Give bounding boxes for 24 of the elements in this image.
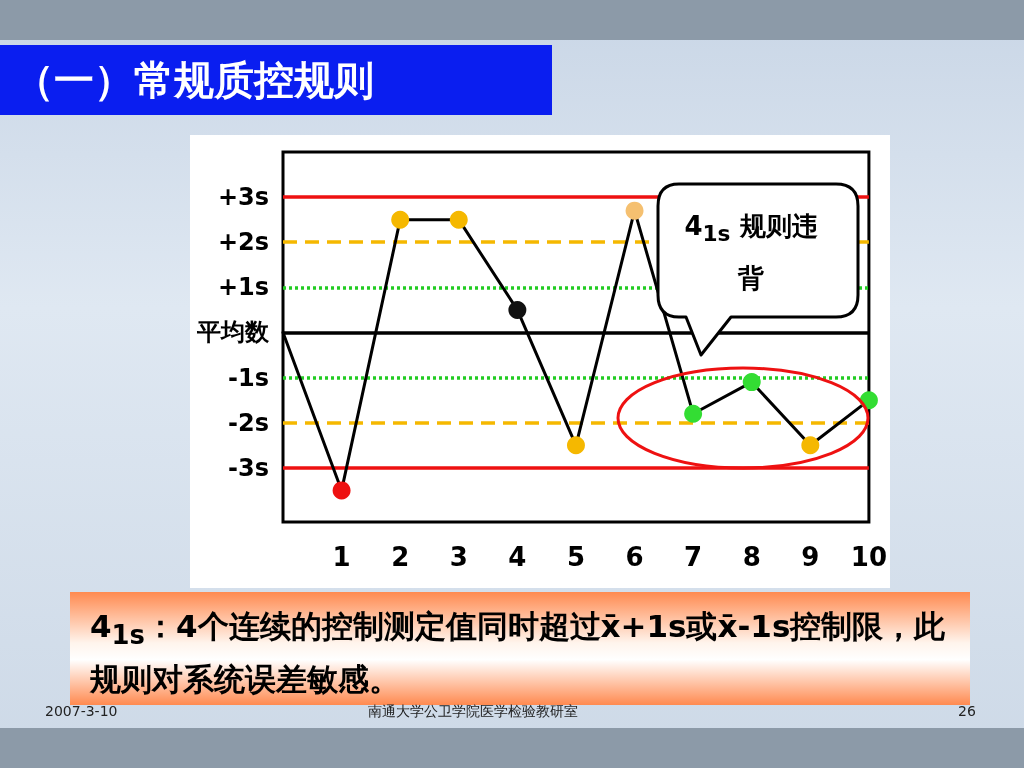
x-tick-label: 1 (332, 542, 351, 572)
text: 26 (958, 703, 976, 719)
y-tick-label: +2s (217, 228, 269, 257)
x-tick-label: 5 (566, 542, 585, 572)
x-tick-label: 8 (742, 542, 761, 572)
y-tick-label: +3s (217, 183, 269, 212)
chart-title: （一）常规质控规则 (0, 45, 552, 115)
x-tick-label: 7 (684, 542, 703, 572)
y-tick-label: -3s (228, 453, 269, 482)
annotation: 4$_{1s}$ 规则违背 (683, 210, 819, 296)
x-tick-label: 9 (801, 542, 820, 572)
x-tick-label: 4 (508, 542, 527, 572)
text: 2007-3-10 (45, 703, 118, 719)
y-tick-label: -1s (228, 363, 269, 392)
x-tick-label: 6 (625, 542, 644, 572)
x-tick-label: 10 (850, 542, 887, 572)
y-tick-label: +1s (217, 273, 269, 302)
text: 4$_{1s}$：4个连续的控制测定值同时超过x̄+1s或x̄-1s控制限，此规则对系统误差敏感。 (90, 608, 946, 698)
y-tick-label: 平均数 (196, 318, 270, 347)
speech-bubble: 4$_{1s}$ 规则违背 (656, 182, 860, 357)
x-tick-label: 2 (391, 542, 410, 572)
text: 南通大学公卫学院医学检验教研室 (368, 703, 578, 721)
y-tick-label: -2s (228, 408, 269, 437)
x-tick-label: 3 (449, 542, 468, 572)
